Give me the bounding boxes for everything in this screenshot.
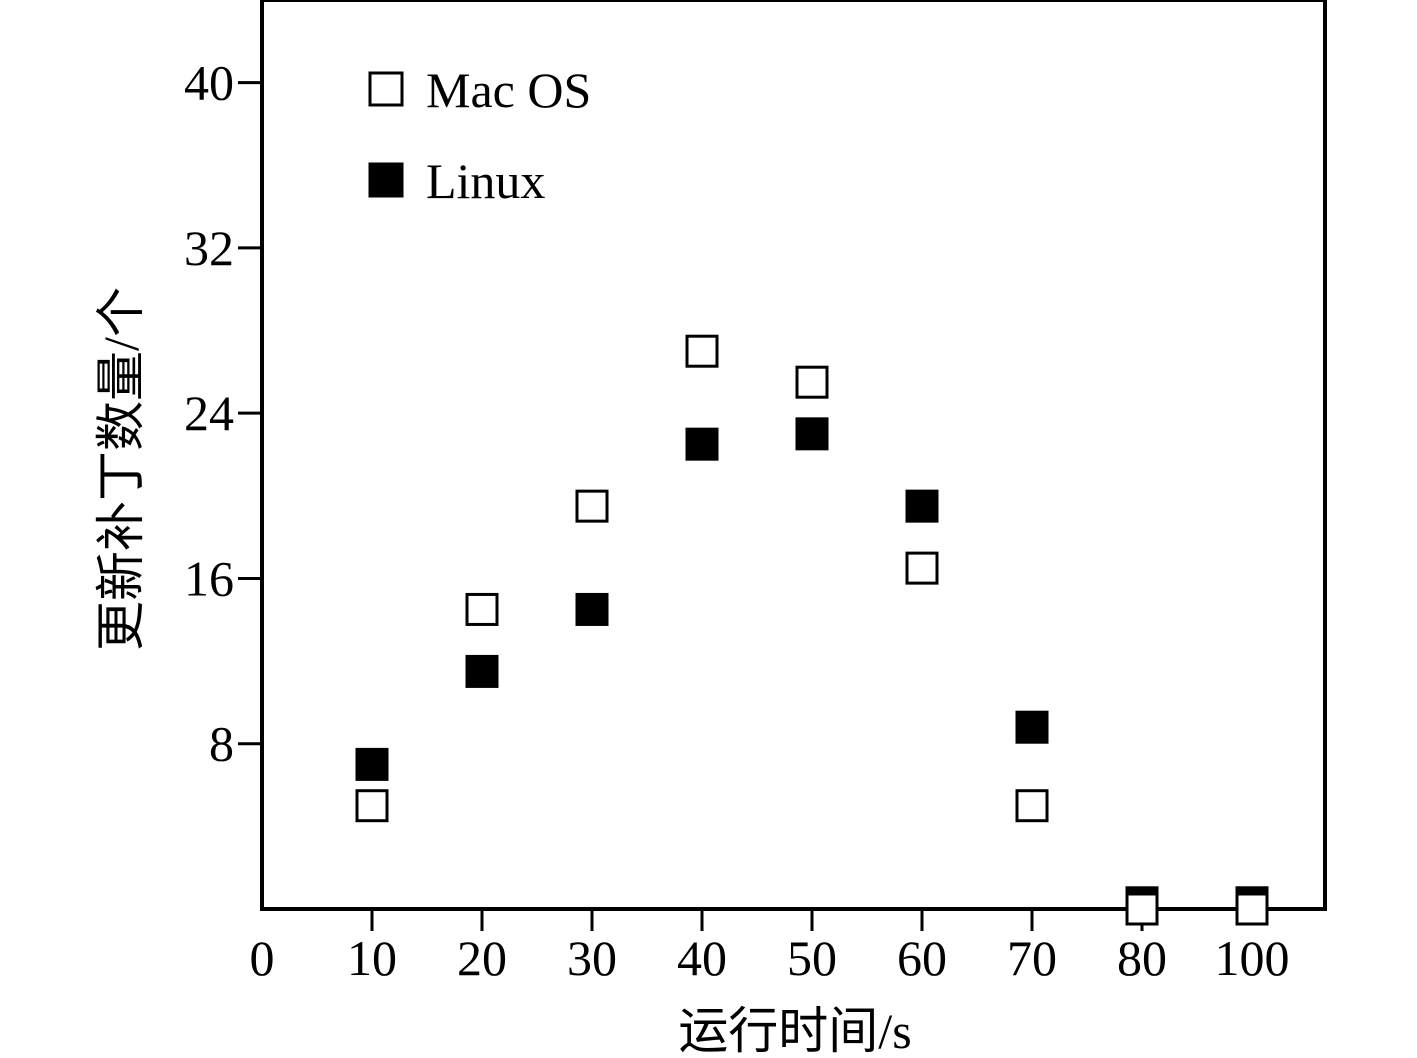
y-tick-label: 16 [184,550,234,606]
y-tick-label: 8 [209,716,234,772]
x-tick-label: 100 [1215,930,1290,986]
linux-point [795,417,829,451]
y-tick-label: 40 [184,55,234,111]
macos-point [795,365,829,399]
linux-point [575,592,609,626]
x-axis: 0 10 20 30 40 50 60 70 80 100 [250,909,1290,986]
macos-point [465,592,499,626]
x-tick-label: 0 [250,930,275,986]
linux-point [905,489,939,523]
legend-linux-marker [368,162,404,198]
macos-point [685,334,719,368]
y-tick-label: 24 [184,385,234,441]
linux-point [465,654,499,688]
x-tick-label: 40 [677,930,727,986]
x-tick-label: 30 [567,930,617,986]
y-axis: 8 16 24 32 40 [184,55,262,772]
legend: Mac OS Linux [368,62,591,209]
x-tick-label: 10 [347,930,397,986]
macos-point [1015,789,1049,823]
legend-macos-label: Mac OS [426,62,591,118]
legend-linux-label: Linux [426,153,545,209]
x-tick-label: 20 [457,930,507,986]
macos-point [355,789,389,823]
legend-macos-marker [368,71,404,107]
y-axis-title: 更新补丁数量/个 [93,287,149,651]
macos-point [1125,892,1159,926]
y-tick-label: 32 [184,220,234,276]
x-axis-title: 运行时间/s [678,1003,911,1058]
x-tick-label: 70 [1007,930,1057,986]
series-layer [355,334,1269,926]
linux-point [1015,710,1049,744]
linux-point [685,427,719,461]
x-tick-label: 50 [787,930,837,986]
linux-point [355,747,389,781]
x-tick-label: 80 [1117,930,1167,986]
x-tick-label: 60 [897,930,947,986]
macos-point [905,551,939,585]
macos-point [575,489,609,523]
macos-point [1235,892,1269,926]
plot-frame [260,0,1327,911]
